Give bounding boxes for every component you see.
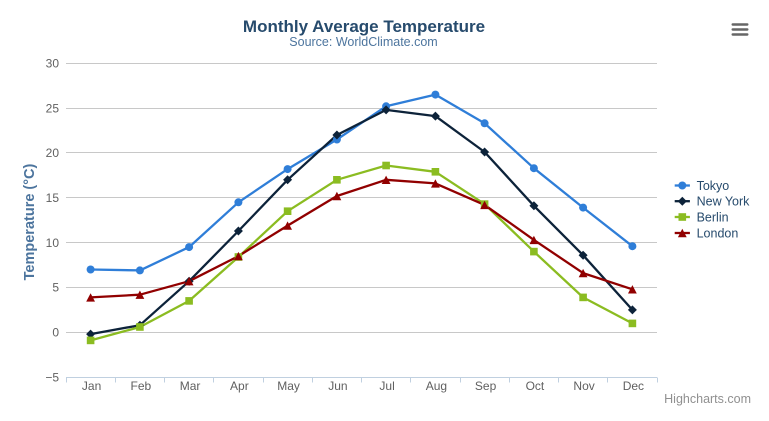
svg-text:Dec: Dec xyxy=(623,379,644,393)
svg-text:Nov: Nov xyxy=(573,379,594,393)
svg-text:Sep: Sep xyxy=(475,379,497,393)
svg-text:Berlin: Berlin xyxy=(697,211,729,225)
svg-text:New York: New York xyxy=(697,195,751,209)
svg-text:15: 15 xyxy=(46,191,60,205)
svg-text:Jul: Jul xyxy=(379,379,394,393)
svg-text:Source: WorldClimate.com: Source: WorldClimate.com xyxy=(289,35,437,49)
svg-text:Highcharts.com: Highcharts.com xyxy=(664,392,751,406)
svg-text:Apr: Apr xyxy=(230,379,249,393)
svg-text:Tokyo: Tokyo xyxy=(697,179,730,193)
svg-text:London: London xyxy=(697,227,739,241)
svg-text:−5: −5 xyxy=(45,370,59,384)
svg-text:30: 30 xyxy=(46,56,60,70)
svg-text:Aug: Aug xyxy=(426,379,447,393)
svg-text:Oct: Oct xyxy=(526,379,545,393)
svg-text:Mar: Mar xyxy=(180,379,201,393)
svg-text:May: May xyxy=(277,379,300,393)
svg-text:Monthly Average Temperature: Monthly Average Temperature xyxy=(243,17,485,36)
svg-text:Feb: Feb xyxy=(131,379,152,393)
svg-text:10: 10 xyxy=(46,236,60,250)
svg-text:0: 0 xyxy=(52,326,59,340)
svg-text:20: 20 xyxy=(46,146,60,160)
svg-text:25: 25 xyxy=(46,101,60,115)
svg-text:Temperature (°C): Temperature (°C) xyxy=(22,163,38,280)
svg-text:Jan: Jan xyxy=(82,379,101,393)
svg-text:5: 5 xyxy=(52,281,59,295)
svg-text:Jun: Jun xyxy=(328,379,347,393)
